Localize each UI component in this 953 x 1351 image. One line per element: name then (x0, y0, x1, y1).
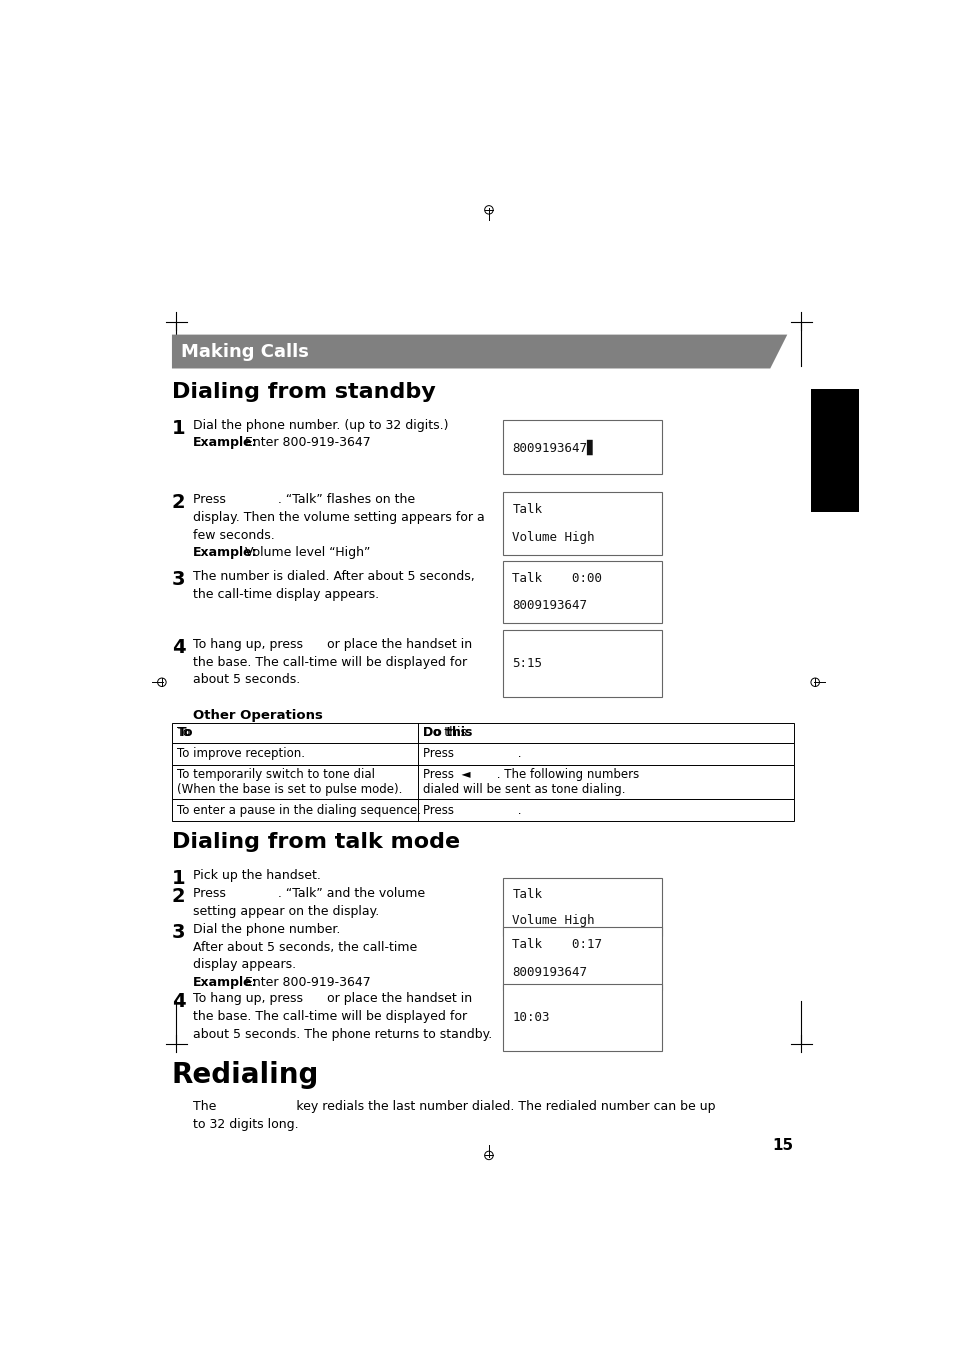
Text: Press             . “Talk” flashes on the: Press . “Talk” flashes on the (193, 493, 415, 507)
Text: 5:15: 5:15 (512, 657, 542, 670)
Text: Dialing from standby: Dialing from standby (172, 381, 436, 401)
Text: 2: 2 (172, 493, 186, 512)
Text: the base. The call-time will be displayed for: the base. The call-time will be displaye… (193, 655, 467, 669)
Text: (When the base is set to pulse mode).: (When the base is set to pulse mode). (177, 784, 402, 796)
Text: Dial the phone number. (up to 32 digits.): Dial the phone number. (up to 32 digits.… (193, 419, 448, 431)
Text: dialed will be sent as tone dialing.: dialed will be sent as tone dialing. (422, 784, 625, 796)
Text: To temporarily switch to tone dial: To temporarily switch to tone dial (177, 767, 375, 781)
Text: 8009193647▊: 8009193647▊ (512, 439, 595, 455)
Text: To hang up, press      or place the handset in: To hang up, press or place the handset i… (193, 992, 472, 1005)
FancyBboxPatch shape (172, 765, 793, 798)
Text: display. Then the volume setting appears for a: display. Then the volume setting appears… (193, 511, 484, 524)
Text: 1: 1 (172, 869, 186, 888)
Text: Enter 800-919-3647: Enter 800-919-3647 (241, 436, 371, 450)
Text: 2: 2 (172, 888, 186, 907)
Text: 4: 4 (172, 638, 186, 657)
Text: The number is dialed. After about 5 seconds,: The number is dialed. After about 5 seco… (193, 570, 475, 584)
Text: Press             . “Talk” and the volume: Press . “Talk” and the volume (193, 888, 424, 901)
Text: Dialing from talk mode: Dialing from talk mode (172, 832, 459, 852)
Text: 15: 15 (772, 1139, 793, 1154)
Text: Do this: Do this (422, 727, 467, 739)
Text: Example:: Example: (193, 436, 257, 450)
Text: Do this: Do this (422, 727, 472, 739)
Text: Press                 .: Press . (422, 804, 521, 816)
Text: Redialing: Redialing (172, 1062, 319, 1089)
Text: After about 5 seconds, the call-time: After about 5 seconds, the call-time (193, 940, 416, 954)
Text: the call-time display appears.: the call-time display appears. (193, 588, 378, 601)
FancyBboxPatch shape (172, 723, 793, 743)
Text: the base. The call-time will be displayed for: the base. The call-time will be displaye… (193, 1011, 467, 1023)
Text: few seconds.: few seconds. (193, 528, 274, 542)
Text: Talk: Talk (512, 503, 542, 516)
FancyBboxPatch shape (810, 389, 858, 512)
Text: To: To (177, 727, 193, 739)
Text: Press  ◄       . The following numbers: Press ◄ . The following numbers (422, 767, 639, 781)
Text: Pick up the handset.: Pick up the handset. (193, 869, 320, 882)
Text: To enter a pause in the dialing sequence.: To enter a pause in the dialing sequence… (177, 804, 421, 816)
Text: The                    key redials the last number dialed. The redialed number c: The key redials the last number dialed. … (193, 1100, 715, 1113)
FancyBboxPatch shape (502, 984, 661, 1051)
Text: about 5 seconds.: about 5 seconds. (193, 673, 300, 686)
Text: 10:03: 10:03 (512, 1011, 549, 1024)
Text: about 5 seconds. The phone returns to standby.: about 5 seconds. The phone returns to st… (193, 1028, 492, 1040)
FancyBboxPatch shape (502, 492, 661, 555)
FancyBboxPatch shape (502, 561, 661, 623)
Text: Example:: Example: (193, 975, 257, 989)
Text: Volume level “High”: Volume level “High” (241, 546, 370, 559)
Text: Talk: Talk (512, 888, 542, 901)
Text: Volume High: Volume High (512, 913, 595, 927)
FancyBboxPatch shape (172, 798, 793, 821)
Text: Other Operations: Other Operations (193, 709, 322, 721)
Text: setting appear on the display.: setting appear on the display. (193, 905, 378, 919)
FancyBboxPatch shape (502, 927, 661, 990)
Text: Press                 .: Press . (422, 747, 521, 761)
Text: to 32 digits long.: to 32 digits long. (193, 1117, 298, 1131)
Text: display appears.: display appears. (193, 958, 295, 971)
FancyBboxPatch shape (502, 420, 661, 474)
Text: Dial the phone number.: Dial the phone number. (193, 923, 340, 936)
Text: 4: 4 (172, 992, 186, 1011)
Text: 8009193647: 8009193647 (512, 600, 587, 612)
Text: To: To (177, 727, 191, 739)
Text: To hang up, press      or place the handset in: To hang up, press or place the handset i… (193, 638, 472, 651)
Text: Volume High: Volume High (512, 531, 595, 544)
Text: Making Calls: Making Calls (181, 343, 309, 361)
FancyBboxPatch shape (502, 878, 661, 936)
Text: Enter 800-919-3647: Enter 800-919-3647 (241, 975, 371, 989)
Text: 1: 1 (172, 419, 186, 438)
Text: 3: 3 (172, 923, 185, 942)
Text: To improve reception.: To improve reception. (177, 747, 305, 761)
FancyBboxPatch shape (502, 630, 661, 697)
Text: 3: 3 (172, 570, 185, 589)
Text: Talk    0:00: Talk 0:00 (512, 571, 601, 585)
Text: Talk    0:17: Talk 0:17 (512, 938, 601, 951)
Polygon shape (172, 335, 786, 369)
Text: Example:: Example: (193, 546, 257, 559)
FancyBboxPatch shape (172, 743, 793, 765)
Text: 8009193647: 8009193647 (512, 966, 587, 979)
